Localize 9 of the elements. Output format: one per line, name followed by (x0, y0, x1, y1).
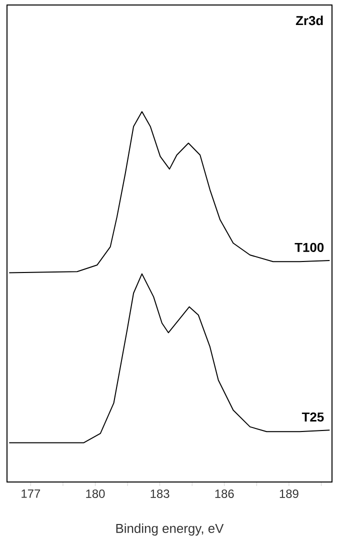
chart-title: Zr3d (296, 16, 323, 26)
x-tick-label: 189 (280, 490, 298, 498)
series-label: T25 (302, 412, 324, 422)
x-tick-label: 183 (150, 490, 170, 498)
x-tick-label: 180 (86, 490, 105, 498)
x-tick-label: 177 (22, 490, 40, 498)
series-label: T100 (294, 242, 324, 252)
x-axis-title: Binding energy, eV (116, 524, 224, 536)
x-tick-label: 186 (215, 490, 234, 498)
